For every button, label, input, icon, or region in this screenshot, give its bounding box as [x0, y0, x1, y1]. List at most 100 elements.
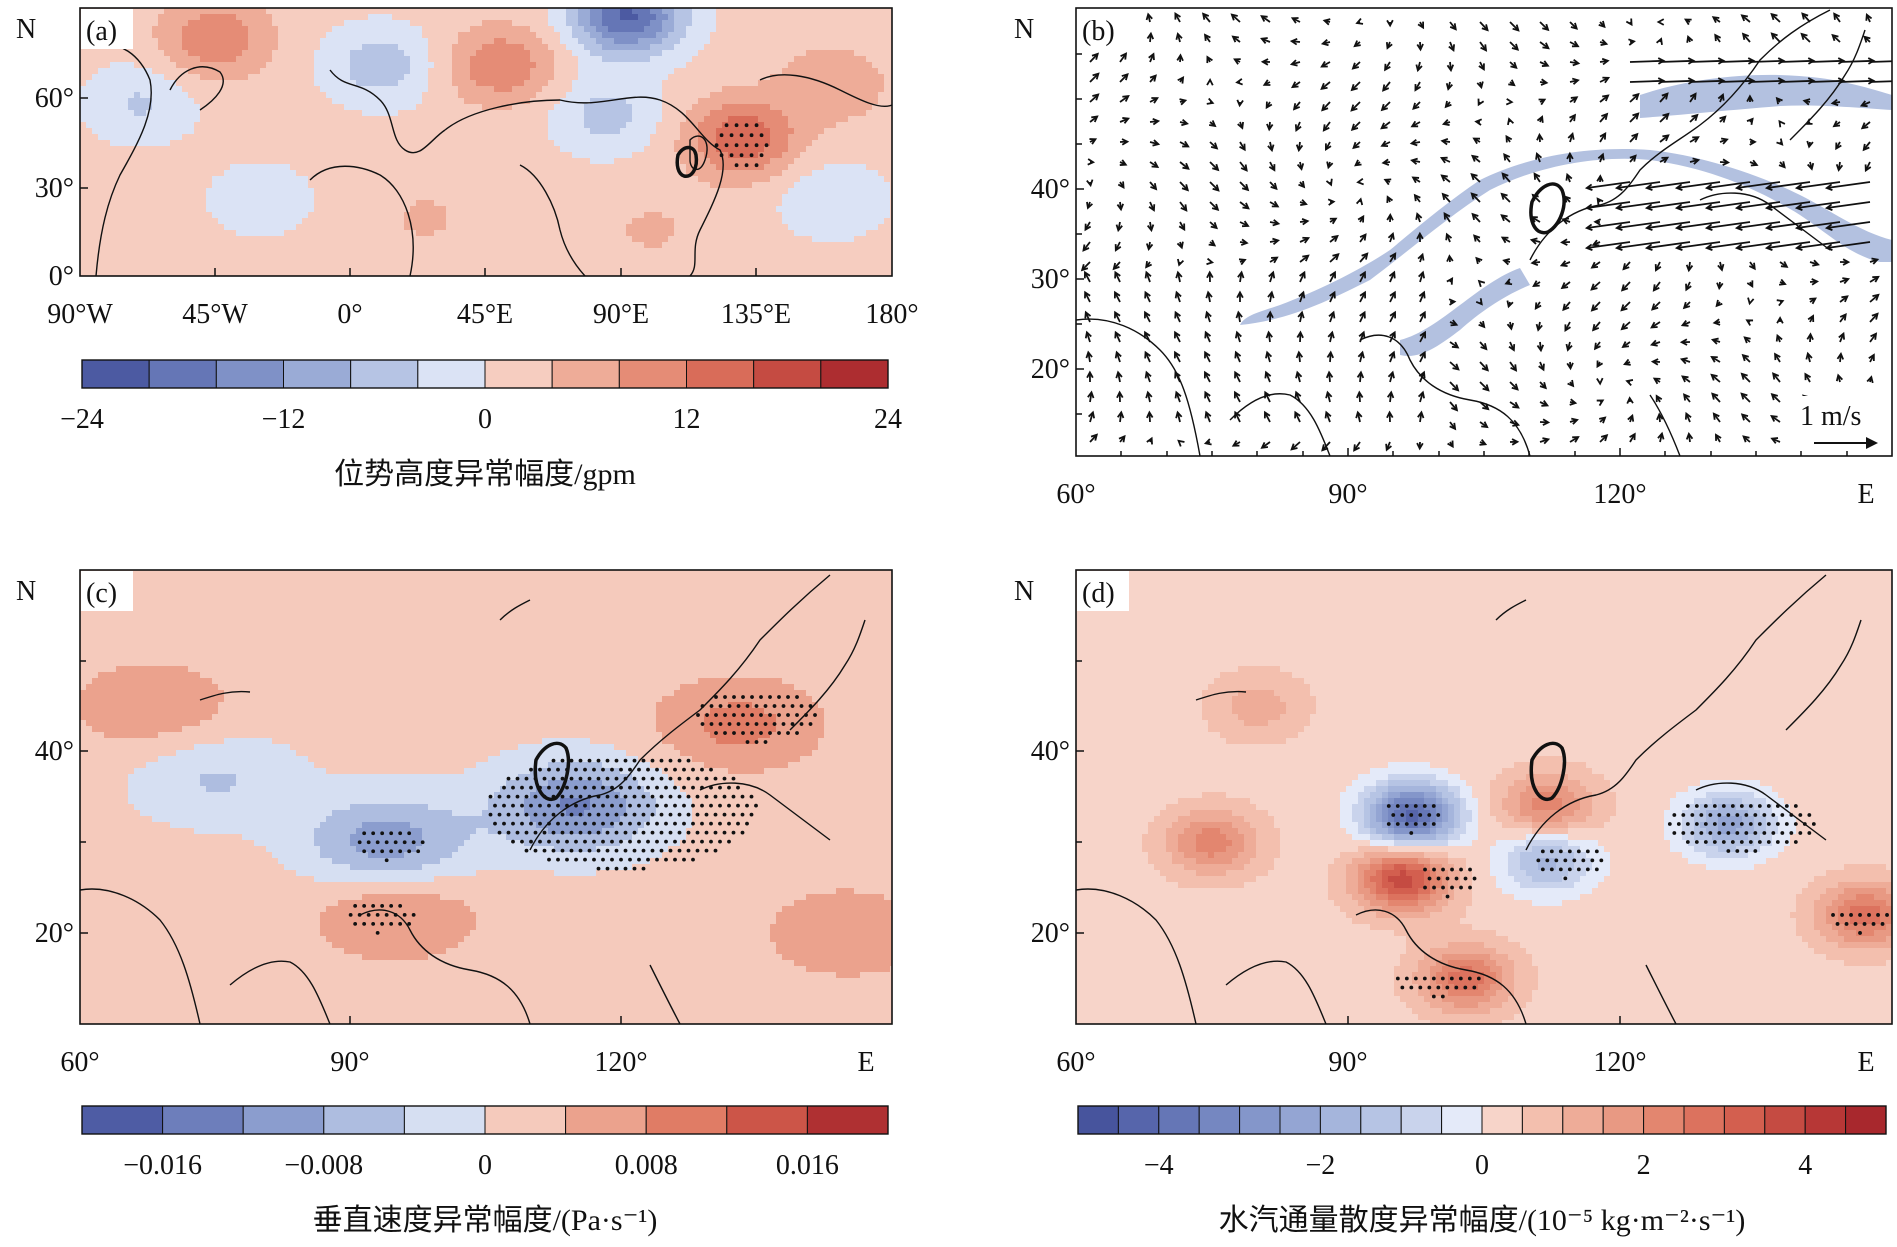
field-cell [200, 14, 207, 21]
field-cell [218, 62, 225, 69]
field-cell [476, 146, 483, 153]
field-cell [200, 200, 207, 207]
field-cell [848, 98, 855, 105]
field-cell [428, 104, 435, 111]
field-cell [452, 128, 459, 135]
field-cell [620, 146, 627, 153]
field-cell [374, 86, 381, 93]
field-cell [326, 68, 333, 75]
field-cell [818, 128, 825, 135]
field-cell [284, 74, 291, 81]
field-cell [692, 56, 699, 63]
field-cell [644, 164, 651, 171]
field-cell [818, 212, 825, 219]
field-cell [848, 62, 855, 69]
field-cell [518, 194, 525, 201]
field-cell [878, 206, 885, 213]
field-cell [824, 218, 831, 225]
field-cell [374, 74, 381, 81]
field-cell [320, 20, 327, 27]
field-cell [290, 32, 297, 39]
field-cell [776, 188, 783, 195]
field-cell [632, 38, 639, 45]
field-cell [512, 140, 519, 147]
field-cell [194, 14, 201, 21]
field-cell [314, 80, 321, 87]
field-cell [836, 110, 843, 117]
field-cell [92, 200, 99, 207]
field-cell [512, 128, 519, 135]
field-cell [272, 218, 279, 225]
field-cell [458, 80, 465, 87]
field-cell [704, 164, 711, 171]
field-cell [620, 158, 627, 165]
field-cell [548, 8, 555, 15]
field-cell [758, 206, 765, 213]
field-cell [122, 140, 129, 147]
field-cell [770, 20, 777, 27]
field-cell [128, 128, 135, 135]
field-cell [764, 194, 771, 201]
field-cell [578, 212, 585, 219]
field-cell [830, 188, 837, 195]
field-cell [248, 224, 255, 231]
field-cell [182, 140, 189, 147]
field-cell [302, 32, 309, 39]
field-cell [212, 92, 219, 99]
field-cell [578, 128, 585, 135]
field-cell [704, 86, 711, 93]
field-cell [524, 218, 531, 225]
field-cell [782, 146, 789, 153]
field-cell [662, 200, 669, 207]
field-cell [338, 182, 345, 189]
field-cell [350, 56, 357, 63]
field-cell [812, 206, 819, 213]
field-cell [170, 152, 177, 159]
field-cell [134, 62, 141, 69]
field-cell [518, 80, 525, 87]
field-cell [836, 92, 843, 99]
field-cell [188, 146, 195, 153]
field-cell [716, 56, 723, 63]
field-cell [194, 188, 201, 195]
field-cell [662, 26, 669, 33]
field-cell [632, 86, 639, 93]
field-cell [548, 92, 555, 99]
field-cell [152, 206, 159, 213]
field-cell [410, 38, 417, 45]
field-cell [194, 206, 201, 213]
field-cell [314, 104, 321, 111]
field-cell [308, 26, 315, 33]
field-cell [170, 110, 177, 117]
field-cell [662, 80, 669, 87]
field-cell [770, 128, 777, 135]
field-cell [578, 152, 585, 159]
field-cell [830, 14, 837, 21]
field-cell [422, 32, 429, 39]
field-cell [338, 44, 345, 51]
field-cell [632, 218, 639, 225]
field-cell [824, 140, 831, 147]
field-cell [800, 104, 807, 111]
field-cell [440, 62, 447, 69]
field-cell [218, 182, 225, 189]
field-cell [86, 140, 93, 147]
field-cell [212, 218, 219, 225]
field-cell [596, 44, 603, 51]
field-cell [494, 38, 501, 45]
field-cell [698, 110, 705, 117]
field-cell [548, 98, 555, 105]
field-cell [338, 14, 345, 21]
field-cell [386, 62, 393, 69]
field-cell [350, 128, 357, 135]
field-cell [596, 86, 603, 93]
field-cell [398, 74, 405, 81]
field-cell [746, 146, 753, 153]
field-cell [794, 128, 801, 135]
field-cell [212, 176, 219, 183]
field-cell [764, 128, 771, 135]
field-cell [338, 170, 345, 177]
field-cell [560, 92, 567, 99]
field-cell [380, 158, 387, 165]
field-cell [386, 20, 393, 27]
